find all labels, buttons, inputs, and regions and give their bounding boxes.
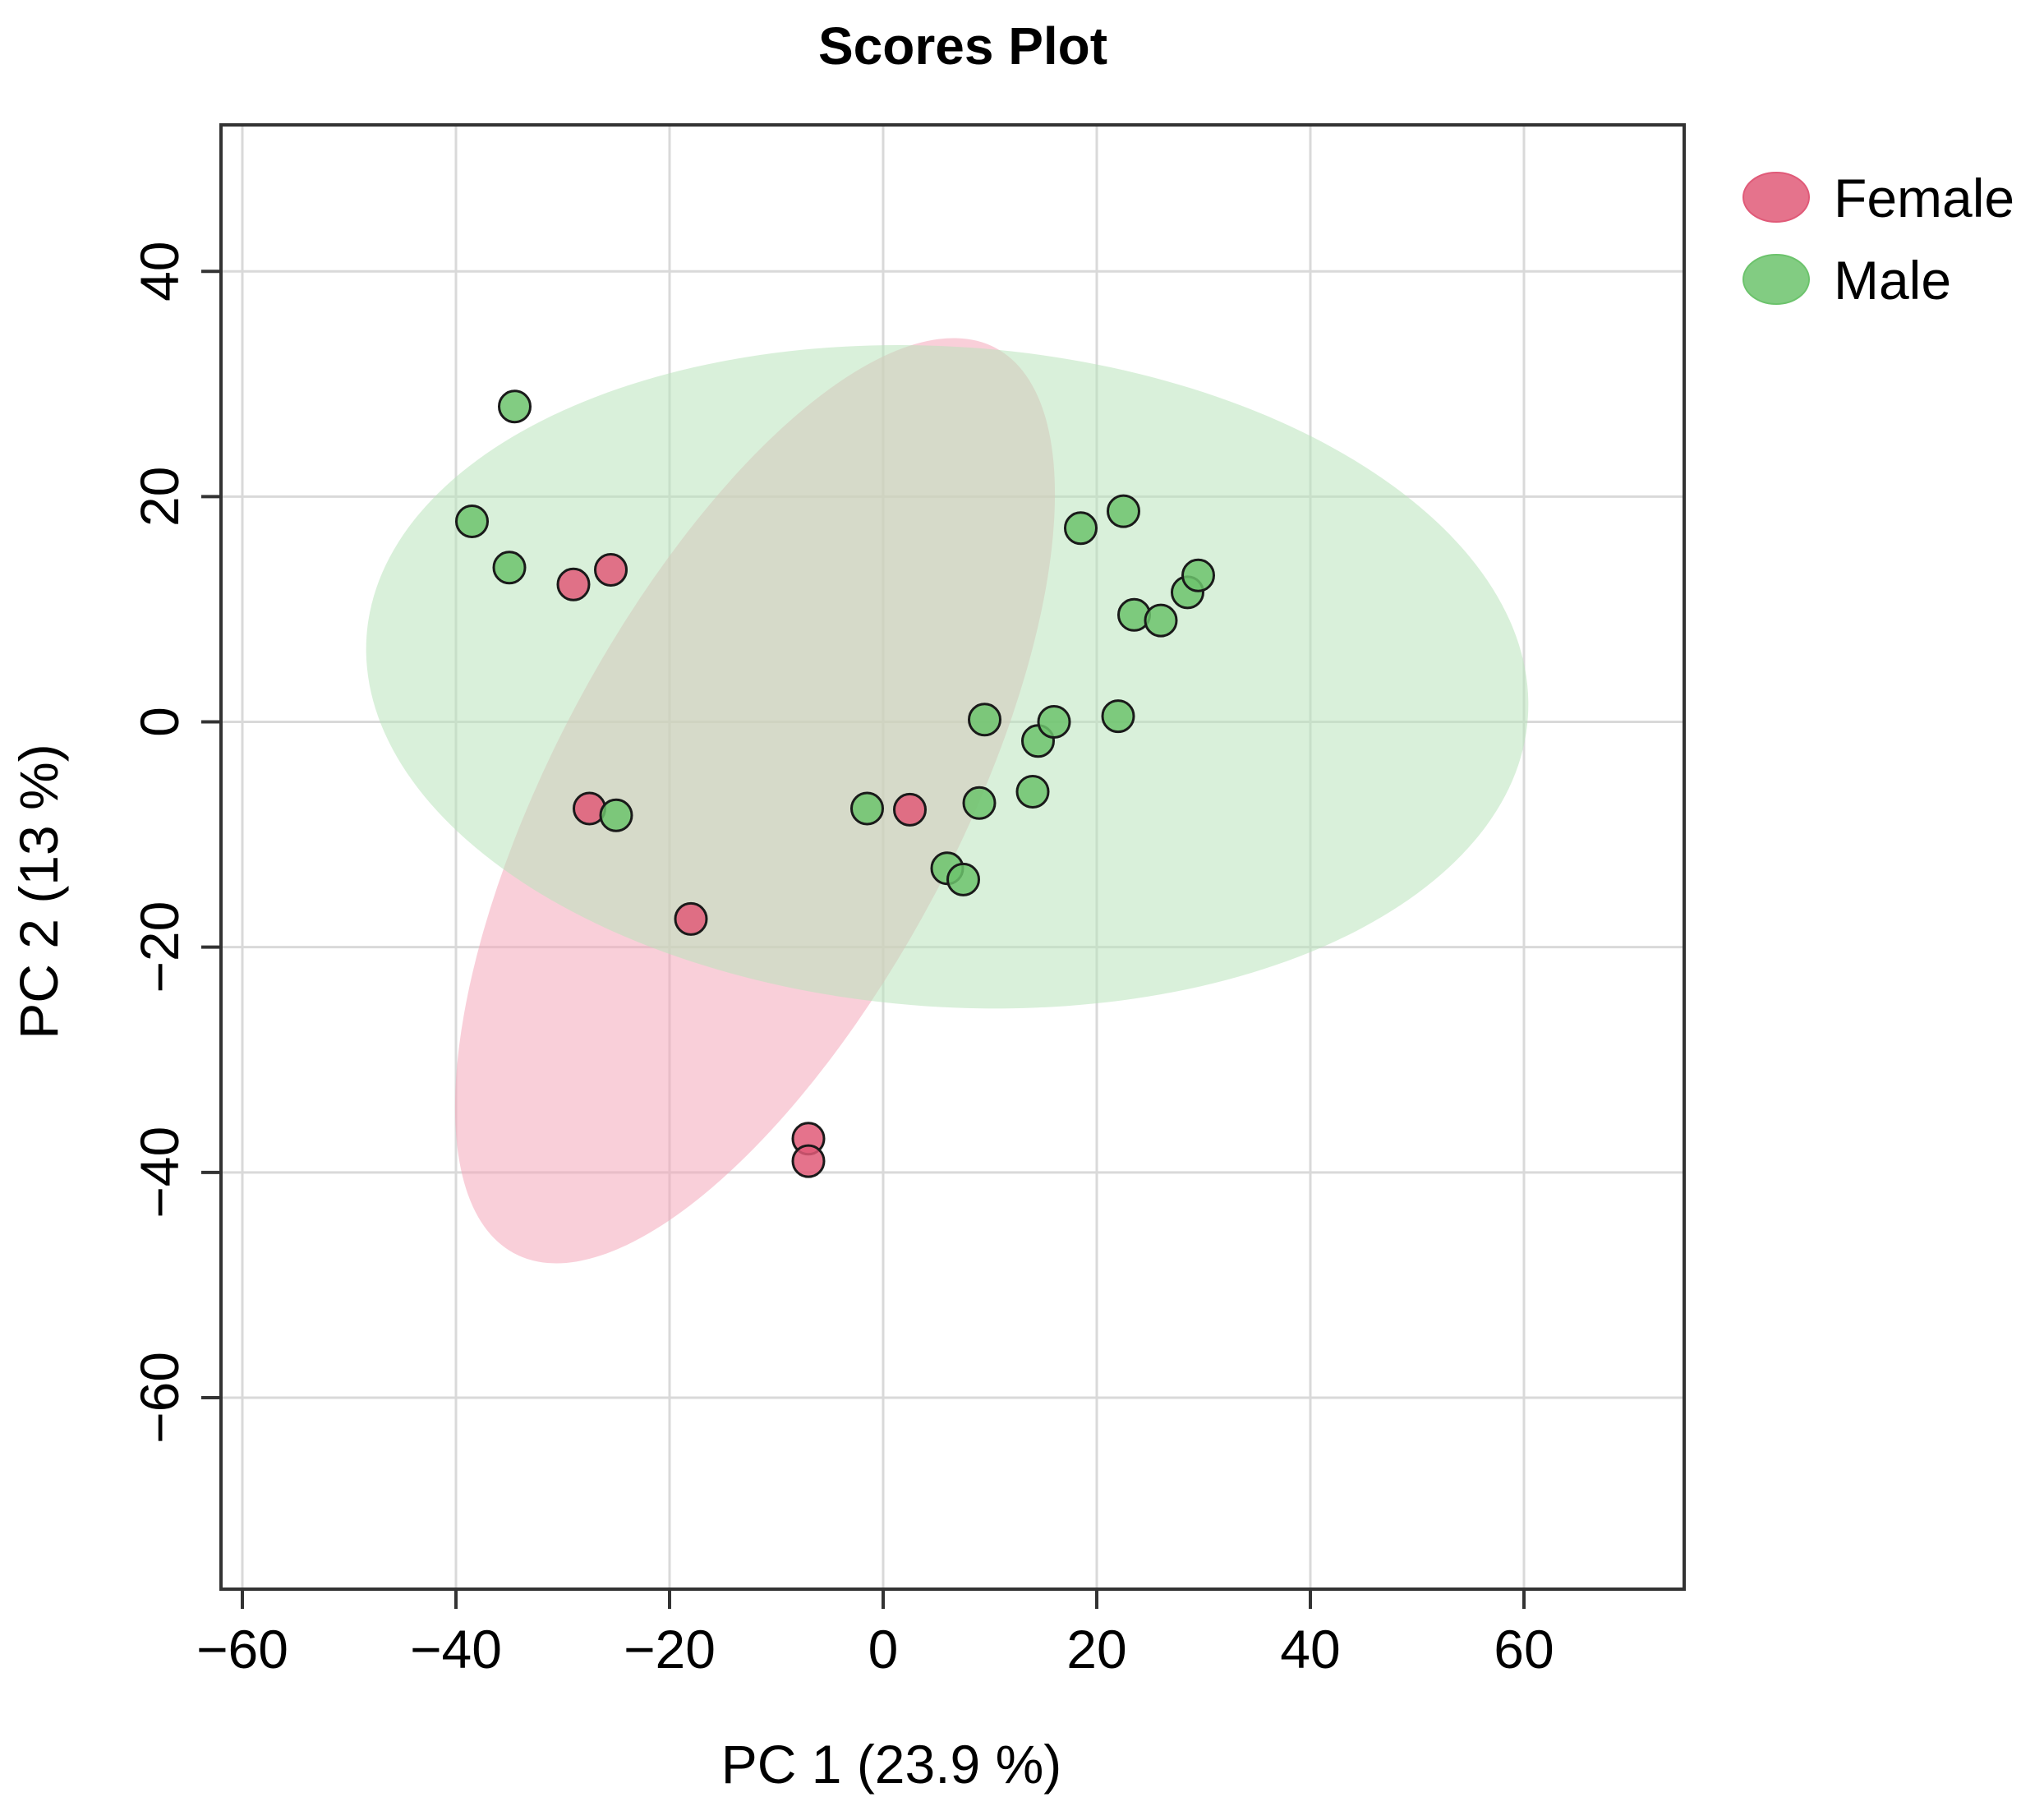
chart-title: Scores Plot [818,16,1107,76]
point-male [1107,494,1140,528]
legend-label-male: Male [1834,250,1951,311]
point-male [1064,511,1098,546]
y-tick-label: 0 [129,707,190,737]
x-axis: −60 −40 −20 0 20 40 60 [196,1589,1554,1680]
legend: Female Male [1742,168,2014,311]
legend-label-female: Female [1834,168,2014,228]
y-tick-label: 20 [129,467,190,527]
point-male [962,786,997,820]
point-male [1015,774,1050,809]
point-male [1101,699,1135,734]
point-female [893,792,927,827]
point-female [556,567,591,601]
point-male [968,703,1001,737]
x-tick-label: −20 [624,1619,716,1680]
y-axis-label: PC 2 (13 %) [8,744,69,1039]
point-female [674,901,708,936]
point-male [1181,558,1215,592]
plot-frame [219,123,1686,1591]
x-axis-label: PC 1 (23.9 %) [721,1734,1062,1795]
x-tick-label: 40 [1280,1619,1340,1680]
point-male [492,551,527,585]
x-tick-label: 20 [1066,1619,1126,1680]
y-axis: 40 20 0 −20 −40 −60 [129,241,221,1444]
confidence-ellipses [366,338,1529,1264]
y-tick-label: −40 [129,1127,190,1219]
point-female [791,1144,826,1178]
point-male [1144,603,1178,638]
legend-swatch-male [1742,254,1810,305]
y-tick-label: −60 [129,1352,190,1444]
y-tick-label: 40 [129,241,190,301]
point-male [498,389,532,424]
point-male [1037,705,1071,740]
x-tick-label: 60 [1494,1619,1554,1680]
point-male [599,798,633,832]
ellipse-male [366,344,1529,1009]
x-tick-label: −60 [196,1619,288,1680]
legend-swatch-female [1742,172,1810,223]
point-male [455,505,489,539]
data-points [455,389,1215,1178]
x-tick-label: 0 [868,1619,899,1680]
y-tick-label: −20 [129,901,190,993]
point-male [946,862,980,896]
point-male [850,791,884,826]
point-female [594,552,628,587]
x-tick-label: −40 [410,1619,502,1680]
